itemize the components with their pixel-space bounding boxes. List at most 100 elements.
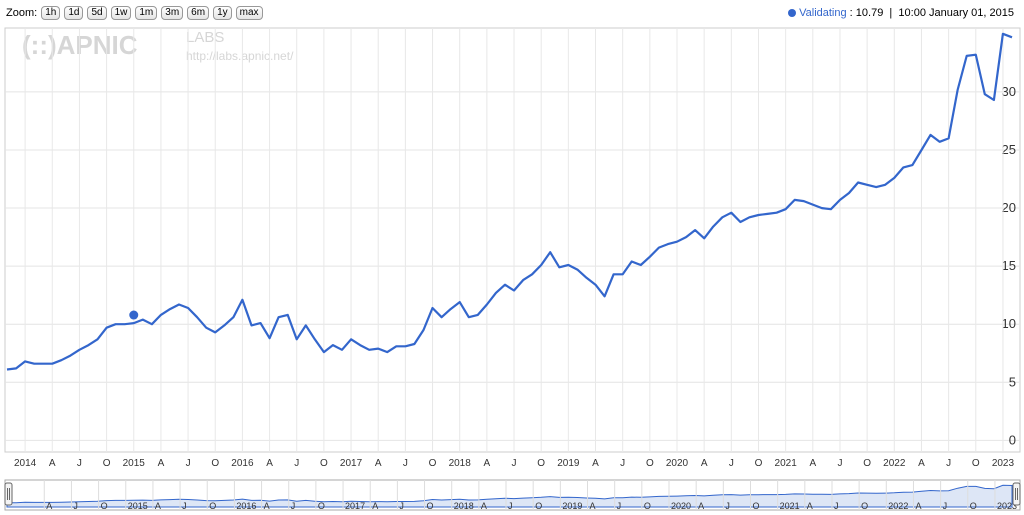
navigator-tick-label: A [698,501,704,511]
x-tick-label: A [484,458,491,469]
x-tick-label: O [320,458,328,469]
plot-frame [4,27,1021,453]
x-tick-label: 2016 [231,458,254,469]
navigator-tick-label: 2022 [888,501,908,511]
navigator-tick-label: J [725,501,730,511]
zoom-button[interactable]: 1w [110,6,132,20]
navigator-tick-label: J [73,501,78,511]
y-tick-label: 5 [1009,374,1016,389]
x-tick-label: A [266,458,273,469]
x-tick-label: 2023 [992,458,1015,469]
zoom-button[interactable]: 1m [135,6,158,20]
watermark-url: http://labs.apnic.net/ [186,49,294,63]
x-tick-label: J [512,458,517,469]
x-tick-label: J [294,458,299,469]
navigator-tick-label: 2019 [562,501,582,511]
y-tick-label: 15 [1002,258,1016,273]
y-tick-label: 25 [1002,142,1016,157]
x-tick-label: A [918,458,925,469]
navigator-tick-label: A [264,501,270,511]
navigator-tick-label: A [807,501,813,511]
zoom-button[interactable]: 1d [64,6,84,20]
zoom-button[interactable]: max [235,6,263,20]
y-tick-label: 0 [1009,432,1016,447]
x-tick-label: J [403,458,408,469]
x-tick-label: A [49,458,56,469]
navigator-tick-label: J [291,501,296,511]
navigator-tick-label: 2021 [780,501,800,511]
navigator-tick-label: 2017 [345,501,365,511]
y-tick-label: 10 [1002,316,1016,331]
x-tick-label: 2022 [883,458,906,469]
navigator-tick-label: J [182,501,187,511]
x-tick-label: 2018 [449,458,472,469]
navigator-tick-label: 2023 [997,501,1017,511]
x-tick-label: 2017 [340,458,363,469]
legend-value: 10.79 [847,7,884,19]
navigator-tick-label: A [372,501,378,511]
navigator-tick-label: J [834,501,839,511]
x-tick-label: A [158,458,165,469]
zoom-controls: Zoom: 1h 1d 5d 1w 1m 3m 6m 1y max [6,6,263,20]
legend-time: 10:00 January 01, 2015 [883,7,1014,19]
navigator-tick-label: O [970,501,977,511]
x-tick-label: O [537,458,545,469]
navigator-tick-label: J [617,501,622,511]
x-tick-label: O [646,458,654,469]
navigator-tick-label: J [399,501,404,511]
navigator-tick-label: A [915,501,921,511]
x-tick-label: A [375,458,382,469]
navigator-tick-label: 2020 [671,501,691,511]
zoom-button[interactable]: 5d [87,6,107,20]
zoom-button[interactable]: 3m [161,6,184,20]
watermark-labs: LABS [186,29,224,46]
navigator-tick-label: 2018 [454,501,474,511]
navigator-handle[interactable] [4,482,13,506]
x-tick-label: J [837,458,842,469]
x-tick-label: O [755,458,763,469]
navigator-tick-label: A [155,501,161,511]
x-tick-label: J [946,458,951,469]
navigator-tick-label: O [101,501,108,511]
x-tick-label: J [729,458,734,469]
navigator-tick-label: J [508,501,513,511]
zoom-label: Zoom: [6,7,38,19]
navigator-tick-label: O [535,501,542,511]
navigator-tick-label: A [590,501,596,511]
x-tick-label: O [429,458,437,469]
x-tick-label: J [77,458,82,469]
x-tick-label: A [592,458,599,469]
navigator-tick-label: O [427,501,434,511]
x-tick-label: A [701,458,708,469]
zoom-button[interactable]: 6m [187,6,210,20]
navigator-tick-label: O [644,501,651,511]
series-line [6,32,1013,371]
x-tick-label: 2019 [557,458,580,469]
x-tick-label: A [809,458,816,469]
legend-dot [788,9,797,17]
x-tick-label: 2015 [123,458,146,469]
x-tick-label: 2020 [666,458,689,469]
navigator-tick-label: J [943,501,948,511]
navigator-handle[interactable] [1012,482,1021,506]
y-tick-label: 30 [1002,84,1016,99]
x-tick-label: 2021 [775,458,798,469]
zoom-button[interactable]: 1y [213,6,232,20]
y-tick-label: 20 [1002,200,1016,215]
navigator-tick-label: 2015 [128,501,148,511]
x-tick-label: O [211,458,219,469]
legend-series-name: Validating [799,7,847,19]
legend: Validating 10.79 10:00 January 01, 2015 [788,7,1014,19]
hover-marker [129,310,139,320]
x-tick-label: J [186,458,191,469]
x-tick-label: O [972,458,980,469]
x-tick-label: 2014 [14,458,37,469]
navigator-tick-label: 2016 [236,501,256,511]
zoom-button[interactable]: 1h [41,6,61,20]
x-tick-label: J [620,458,625,469]
navigator-tick-label: A [46,501,52,511]
navigator-tick-label: A [481,501,487,511]
